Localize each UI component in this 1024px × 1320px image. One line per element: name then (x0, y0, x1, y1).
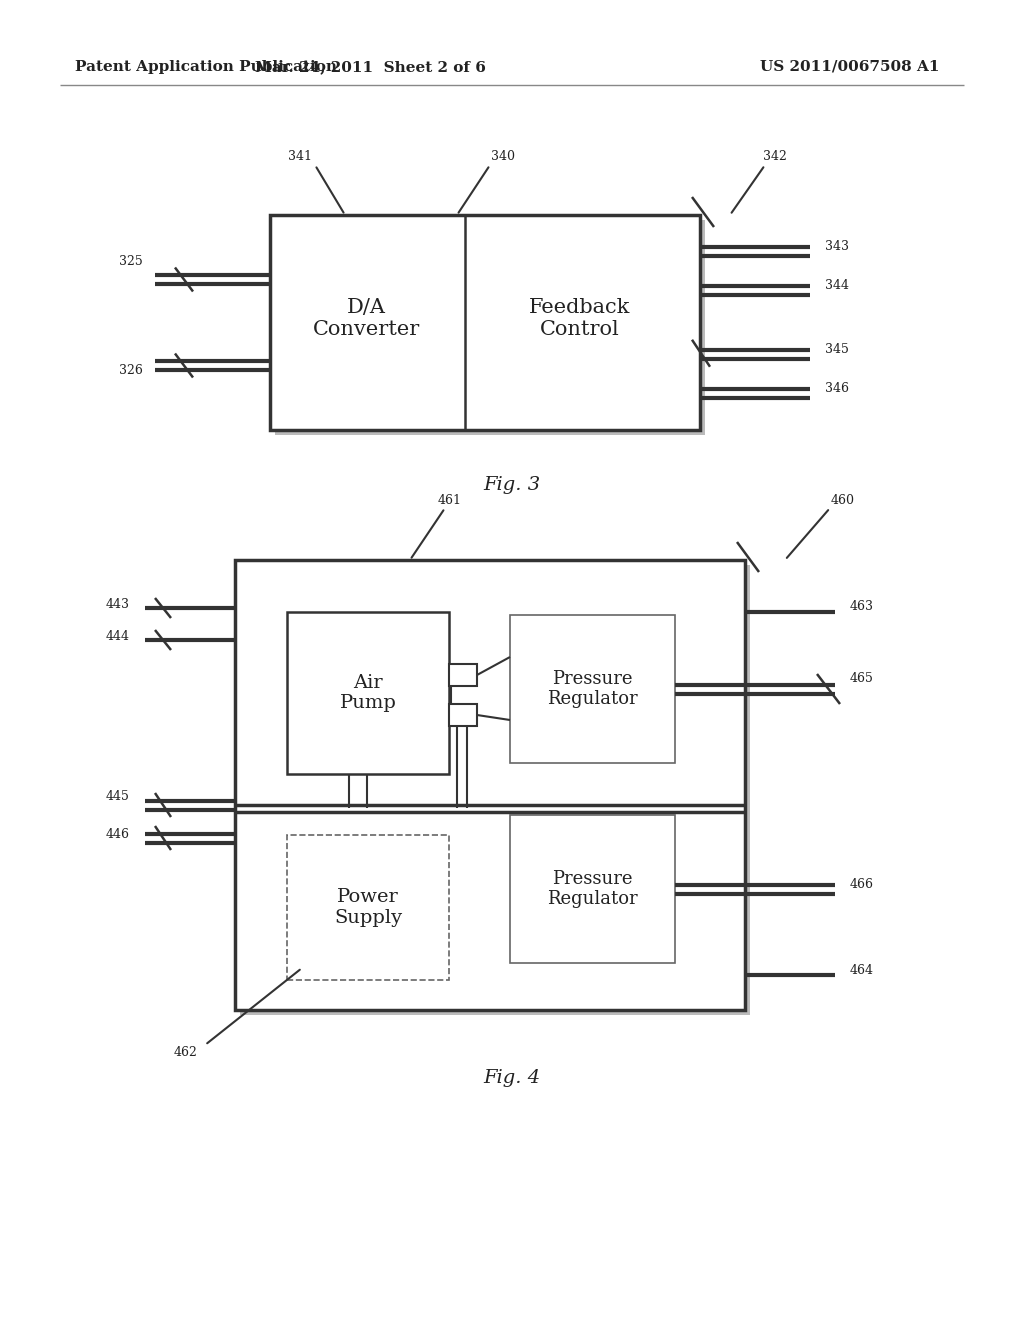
Text: 462: 462 (173, 1045, 197, 1059)
Text: D/A
Converter: D/A Converter (313, 298, 421, 339)
Text: Air
Pump: Air Pump (340, 673, 396, 713)
Bar (240, 565, 750, 1015)
Text: Fig. 4: Fig. 4 (483, 1069, 541, 1086)
Bar (510, 814, 675, 964)
Text: 342: 342 (763, 150, 786, 164)
Text: 464: 464 (850, 964, 874, 977)
Text: 461: 461 (438, 494, 462, 507)
Text: 346: 346 (825, 381, 849, 395)
Text: Mar. 24, 2011  Sheet 2 of 6: Mar. 24, 2011 Sheet 2 of 6 (255, 59, 485, 74)
Text: Fig. 3: Fig. 3 (483, 477, 541, 494)
Bar (510, 615, 675, 763)
Text: US 2011/0067508 A1: US 2011/0067508 A1 (760, 59, 939, 74)
Text: Pressure
Regulator: Pressure Regulator (547, 870, 638, 908)
Bar (287, 836, 449, 979)
Text: 340: 340 (490, 150, 515, 164)
Text: 341: 341 (288, 150, 312, 164)
Text: 443: 443 (106, 598, 130, 611)
Bar (234, 560, 745, 1010)
Text: 465: 465 (850, 672, 873, 685)
Text: 466: 466 (850, 878, 874, 891)
Text: 345: 345 (825, 343, 849, 356)
Bar (449, 664, 477, 686)
Text: Patent Application Publication: Patent Application Publication (75, 59, 337, 74)
Bar (270, 215, 700, 430)
Text: Feedback
Control: Feedback Control (529, 298, 631, 339)
Text: 446: 446 (106, 829, 130, 842)
Text: Power
Supply: Power Supply (334, 888, 402, 927)
Text: Pressure
Regulator: Pressure Regulator (547, 669, 638, 709)
Text: 460: 460 (831, 494, 855, 507)
Text: 326: 326 (119, 364, 143, 378)
Bar (275, 220, 705, 436)
Text: 444: 444 (106, 631, 130, 644)
Text: 463: 463 (850, 601, 874, 614)
Text: 445: 445 (106, 791, 130, 804)
Bar (449, 704, 477, 726)
Bar (287, 612, 449, 774)
Text: 344: 344 (825, 279, 849, 292)
Text: 343: 343 (825, 240, 849, 253)
Text: 325: 325 (119, 255, 143, 268)
